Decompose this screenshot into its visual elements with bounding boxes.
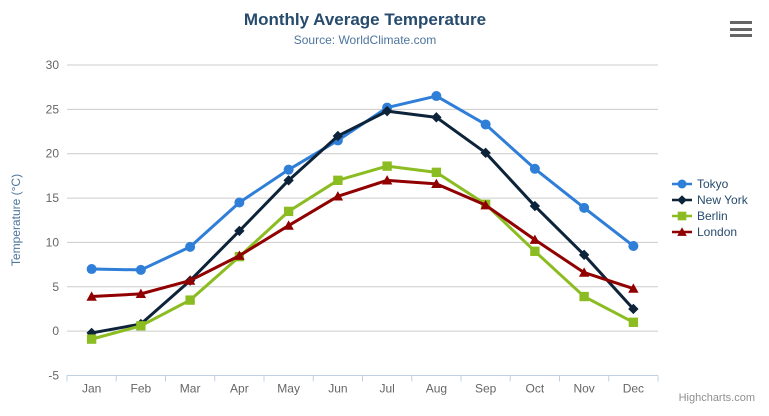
hamburger-icon bbox=[730, 21, 752, 24]
data-point[interactable] bbox=[136, 321, 146, 331]
data-point[interactable] bbox=[628, 240, 639, 251]
legend-label: New York bbox=[697, 193, 748, 207]
data-point[interactable] bbox=[628, 283, 639, 293]
data-point[interactable] bbox=[135, 288, 147, 299]
y-axis-label: 30 bbox=[46, 58, 60, 72]
data-point[interactable] bbox=[480, 119, 491, 130]
data-point[interactable] bbox=[529, 234, 541, 244]
hamburger-icon bbox=[730, 34, 752, 37]
data-point[interactable] bbox=[86, 264, 97, 275]
legend-item-berlin[interactable]: Berlin bbox=[672, 208, 748, 224]
legend-label: Berlin bbox=[697, 209, 728, 223]
data-point[interactable] bbox=[332, 191, 344, 201]
data-point[interactable] bbox=[579, 291, 589, 302]
legend-item-tokyo[interactable]: Tokyo bbox=[672, 176, 748, 192]
y-axis-label: 0 bbox=[52, 324, 59, 338]
data-point[interactable] bbox=[480, 199, 491, 210]
data-point[interactable] bbox=[431, 91, 442, 102]
data-point[interactable] bbox=[332, 130, 344, 142]
circle-legend-icon bbox=[672, 179, 692, 189]
data-point[interactable] bbox=[135, 264, 146, 275]
legend-item-london[interactable]: London bbox=[672, 224, 748, 240]
y-axis-label: 10 bbox=[46, 235, 60, 249]
hamburger-icon bbox=[730, 27, 752, 31]
data-point[interactable] bbox=[628, 303, 639, 315]
data-point[interactable] bbox=[185, 241, 196, 252]
series-london[interactable] bbox=[86, 175, 639, 301]
data-point[interactable] bbox=[86, 291, 97, 301]
y-axis-label: 25 bbox=[46, 102, 60, 116]
x-axis-label: Jul bbox=[379, 382, 394, 396]
series-line bbox=[90, 164, 635, 341]
triangle-legend-icon bbox=[672, 227, 692, 236]
x-axis-label: Nov bbox=[573, 382, 594, 396]
data-point[interactable] bbox=[431, 178, 442, 189]
data-point[interactable] bbox=[480, 147, 491, 159]
data-point[interactable] bbox=[283, 175, 294, 186]
data-point[interactable] bbox=[381, 105, 393, 117]
x-axis-label: Jan bbox=[82, 382, 101, 396]
data-point[interactable] bbox=[333, 175, 343, 186]
data-point[interactable] bbox=[86, 334, 97, 344]
series-line bbox=[90, 178, 635, 299]
y-axis-title: Temperature (°C) bbox=[9, 173, 23, 267]
x-axis-label: Mar bbox=[180, 382, 201, 396]
x-axis-label: Feb bbox=[131, 382, 152, 396]
data-point[interactable] bbox=[529, 163, 540, 174]
data-point[interactable] bbox=[184, 275, 196, 285]
legend: Tokyo New York Berlin London bbox=[672, 176, 748, 240]
x-axis-label: Apr bbox=[230, 382, 249, 396]
data-point[interactable] bbox=[381, 175, 393, 185]
square-legend-icon bbox=[672, 211, 692, 221]
x-axis-label: Aug bbox=[426, 382, 447, 396]
data-point[interactable] bbox=[234, 250, 245, 260]
x-axis-label: Sep bbox=[475, 382, 497, 396]
data-point[interactable] bbox=[283, 206, 294, 217]
series-tokyo[interactable] bbox=[86, 91, 639, 275]
x-axis-label: Oct bbox=[526, 382, 545, 396]
y-axis-label: 20 bbox=[46, 147, 60, 161]
data-point[interactable] bbox=[628, 317, 639, 327]
data-point[interactable] bbox=[578, 267, 590, 277]
legend-item-new-york[interactable]: New York bbox=[672, 192, 748, 208]
data-point[interactable] bbox=[185, 295, 195, 305]
x-axis-label: Dec bbox=[623, 382, 644, 396]
data-point[interactable] bbox=[382, 161, 392, 171]
data-point[interactable] bbox=[530, 246, 540, 256]
data-point[interactable] bbox=[283, 220, 294, 230]
export-menu-button[interactable] bbox=[728, 19, 754, 39]
data-point[interactable] bbox=[234, 197, 245, 208]
chart-subtitle: Source: WorldClimate.com bbox=[293, 33, 437, 47]
series-new-york[interactable] bbox=[86, 105, 639, 339]
x-axis-label: Jun bbox=[328, 382, 347, 396]
x-axis-label: May bbox=[277, 382, 300, 396]
series-line bbox=[90, 109, 635, 335]
data-point[interactable] bbox=[579, 202, 590, 213]
diamond-legend-icon bbox=[672, 195, 692, 205]
data-point[interactable] bbox=[431, 112, 442, 123]
highcharts-credit-link[interactable]: Highcharts.com bbox=[678, 392, 755, 404]
legend-label: London bbox=[697, 225, 738, 239]
data-point[interactable] bbox=[431, 167, 442, 178]
legend-label: Tokyo bbox=[697, 177, 729, 191]
data-point[interactable] bbox=[529, 200, 541, 212]
y-axis-label: 15 bbox=[46, 191, 60, 205]
data-point[interactable] bbox=[578, 249, 590, 261]
y-axis-label: 5 bbox=[52, 280, 59, 294]
y-axis-label: -5 bbox=[48, 369, 59, 383]
data-point[interactable] bbox=[283, 164, 294, 175]
data-point[interactable] bbox=[234, 225, 245, 237]
chart-title: Monthly Average Temperature bbox=[243, 10, 487, 29]
